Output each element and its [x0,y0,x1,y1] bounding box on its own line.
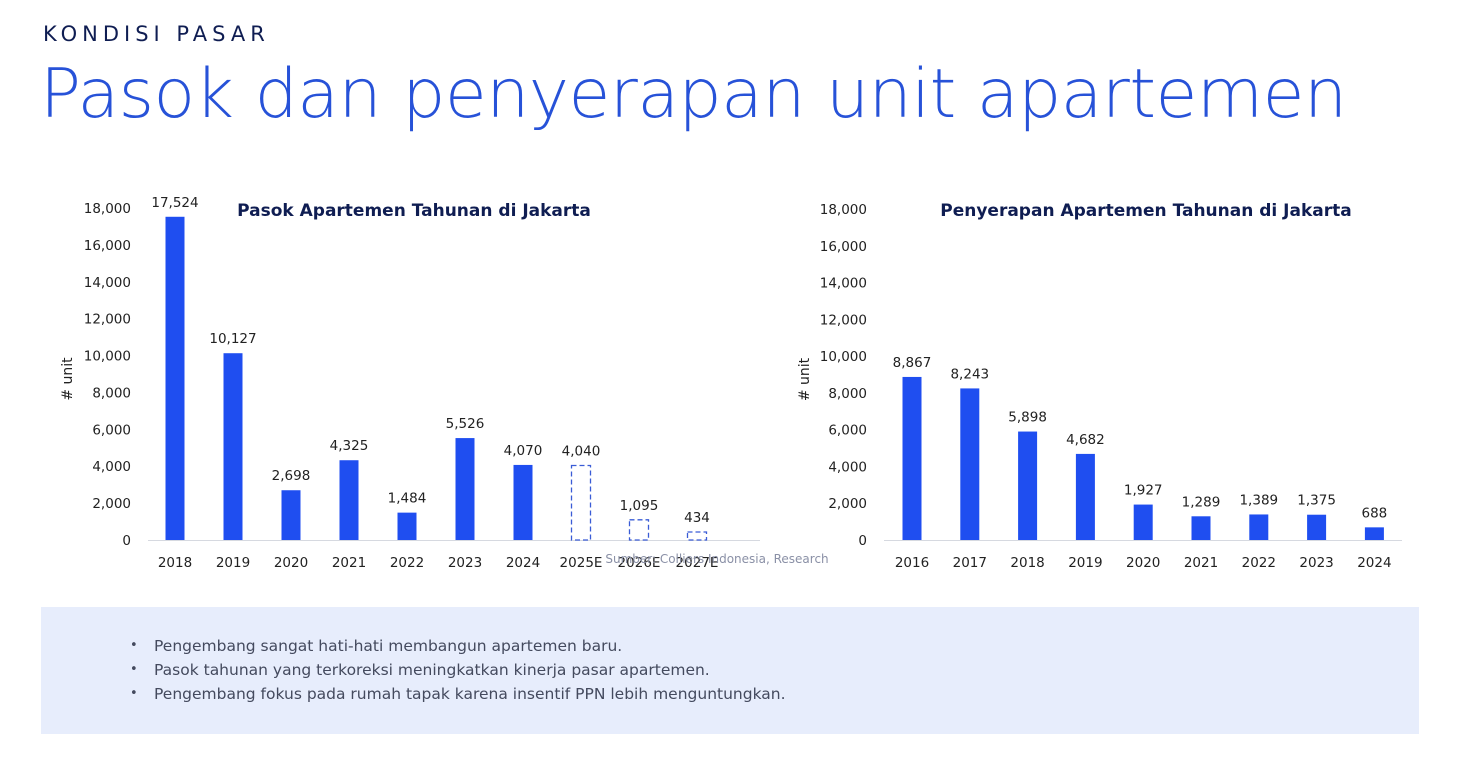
bar [1191,516,1211,540]
y-tick-label: 12,000 [820,312,867,328]
x-tick-label: 2019 [1068,555,1102,571]
x-tick-label: 2023 [1299,555,1333,571]
bar [1018,431,1038,540]
bar [960,388,980,540]
bar [902,376,922,540]
bar [223,353,243,540]
data-label: 1,095 [620,498,659,514]
source-note: Sumber: Colliers Indonesia, Research [605,552,828,566]
x-tick-label: 2020 [1126,555,1160,571]
x-tick-label: 2025E [560,555,603,571]
chart-title: Pasok Apartemen Tahunan di Jakarta [237,201,591,221]
x-tick-label: 2016 [895,555,929,571]
y-tick-label: 4,000 [828,459,867,475]
note-item: Pengembang fokus pada rumah tapak karena… [130,682,786,706]
x-tick-label: 2020 [274,555,308,571]
y-tick-label: 18,000 [84,201,131,217]
data-label: 1,289 [1182,494,1221,510]
bar [339,460,359,540]
x-tick-label: 2026E [618,555,661,571]
y-tick-label: 0 [858,533,867,549]
data-label: 1,927 [1124,483,1163,499]
notes-list: Pengembang sangat hati-hati membangun ap… [130,634,786,706]
data-label: 5,898 [1008,410,1047,426]
y-tick-label: 0 [122,533,131,549]
y-tick-label: 6,000 [828,423,867,439]
y-tick-label: 18,000 [820,202,867,218]
bar [513,464,533,540]
y-axis-label: # unit [60,357,76,401]
bar [1364,527,1384,540]
data-label: 4,682 [1066,432,1105,448]
data-label: 1,389 [1239,492,1278,508]
bar [1075,453,1095,540]
bar [397,512,417,540]
bar [165,216,185,541]
page-title: Pasok dan penyerapan unit apartemen [40,55,1347,134]
x-tick-label: 2021 [1184,555,1218,571]
data-label: 1,375 [1297,493,1336,509]
bar-estimate [628,519,650,541]
y-tick-label: 14,000 [84,275,131,291]
data-label: 17,524 [151,195,198,211]
bar [1249,514,1269,540]
x-tick-label: 2017 [953,555,987,571]
x-tick-label: 2023 [448,555,482,571]
y-tick-label: 10,000 [84,349,131,365]
note-item: Pasok tahunan yang terkoreksi meningkatk… [130,658,786,682]
y-tick-label: 6,000 [92,422,131,438]
y-tick-label: 8,000 [828,386,867,402]
y-tick-label: 16,000 [820,239,867,255]
y-tick-label: 8,000 [92,385,131,401]
data-label: 4,070 [504,443,543,459]
bar-estimate [686,531,708,541]
data-label: 1,484 [388,491,427,507]
y-axis-label: # unit [797,357,813,401]
chart-title: Penyerapan Apartemen Tahunan di Jakarta [940,201,1351,221]
x-tick-label: 2022 [1242,555,1276,571]
y-tick-label: 14,000 [820,276,867,292]
y-tick-label: 2,000 [828,496,867,512]
x-tick-label: 2021 [332,555,366,571]
y-tick-label: 16,000 [84,238,131,254]
bar-estimate [570,464,592,541]
x-tick-label: 2024 [506,555,540,571]
data-label: 10,127 [209,331,256,347]
x-tick-label: 2022 [390,555,424,571]
bar [281,490,301,540]
data-label: 5,526 [446,416,485,432]
bar [455,438,475,540]
data-label: 8,243 [950,366,989,382]
x-tick-label: 2018 [158,555,192,571]
x-tick-label: 2024 [1357,555,1391,571]
x-tick-label: 2018 [1010,555,1044,571]
y-tick-label: 4,000 [92,459,131,475]
x-tick-label: 2019 [216,555,250,571]
data-label: 4,325 [330,438,369,454]
data-label: 688 [1362,505,1388,521]
data-label: 2,698 [272,468,311,484]
y-tick-label: 12,000 [84,312,131,328]
y-tick-label: 2,000 [92,496,131,512]
data-label: 434 [684,510,710,526]
x-tick-label: 2027E [676,555,719,571]
data-label: 4,040 [562,443,601,459]
charts-canvas: Pasok Apartemen Tahunan di Jakarta # unit… [60,195,1402,571]
data-label: 8,867 [893,355,932,371]
note-item: Pengembang sangat hati-hati membangun ap… [130,634,786,658]
y-tick-label: 10,000 [820,349,867,365]
bar [1133,504,1153,540]
section-eyebrow: KONDISI PASAR [43,22,270,46]
bar [1307,514,1327,540]
